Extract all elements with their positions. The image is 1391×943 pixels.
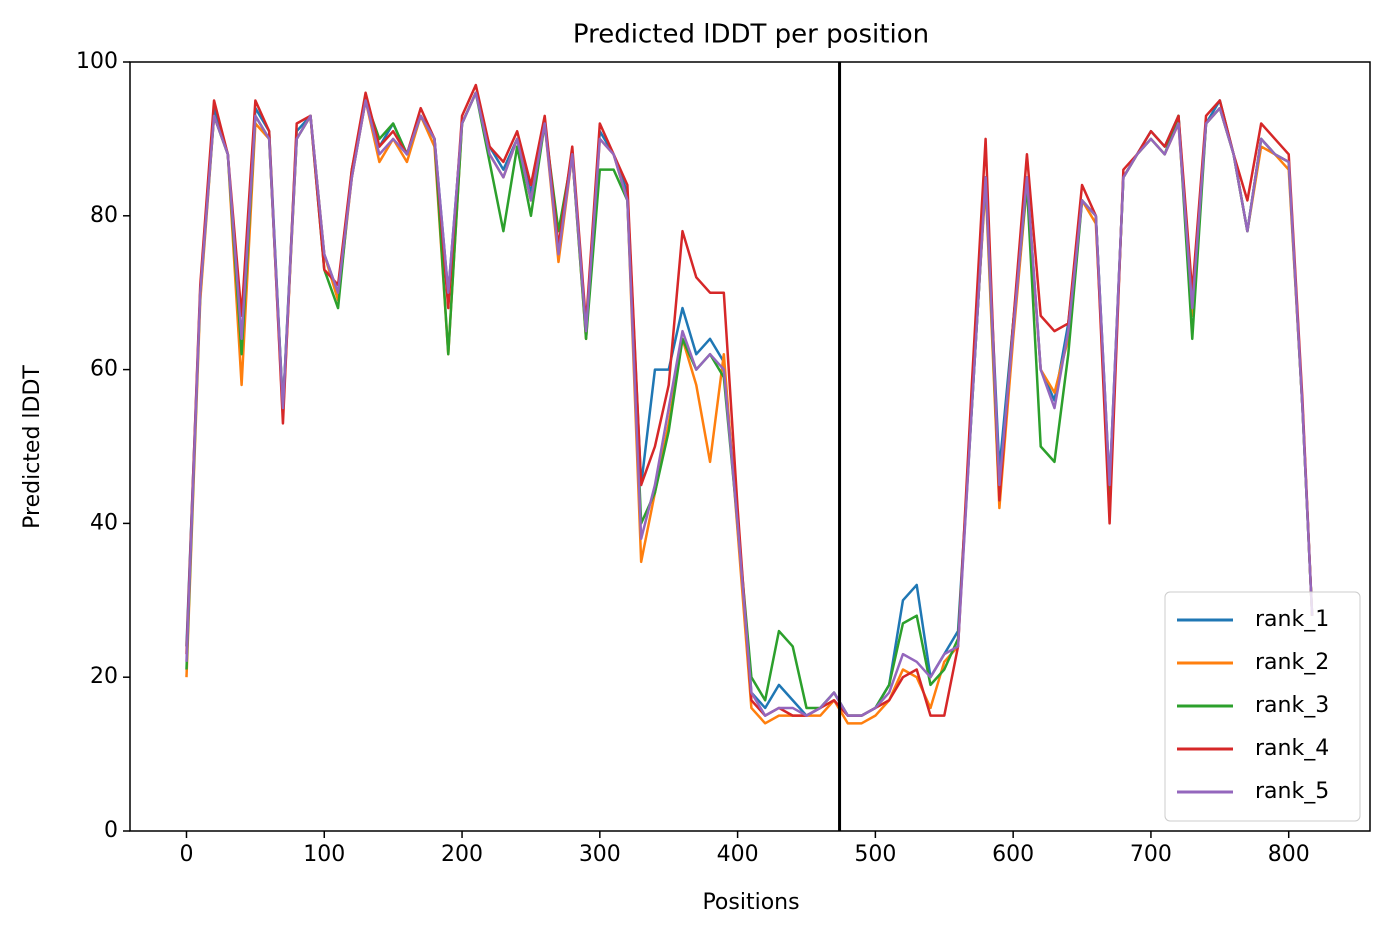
legend-label: rank_2 xyxy=(1255,650,1329,675)
chart-title: Predicted lDDT per position xyxy=(573,20,929,50)
y-tick-label: 20 xyxy=(90,664,118,689)
series-line xyxy=(185,83,1314,717)
y-axis-label: Predicted lDDT xyxy=(20,365,45,529)
y-tick-label: 100 xyxy=(76,49,118,74)
series-line xyxy=(185,91,1314,725)
y-tick-label: 60 xyxy=(90,357,118,382)
x-tick-label: 600 xyxy=(992,842,1034,867)
x-tick-label: 300 xyxy=(579,842,621,867)
x-tick-label: 500 xyxy=(854,842,896,867)
series-line xyxy=(185,91,1314,717)
legend-label: rank_1 xyxy=(1255,607,1329,632)
x-tick-label: 200 xyxy=(441,842,483,867)
y-tick-label: 0 xyxy=(104,818,118,843)
y-tick-label: 40 xyxy=(90,510,118,535)
series-line xyxy=(185,91,1314,717)
x-tick-label: 700 xyxy=(1130,842,1172,867)
series-line xyxy=(185,91,1314,717)
legend-label: rank_5 xyxy=(1255,779,1329,804)
x-tick-label: 800 xyxy=(1268,842,1310,867)
x-axis-label: Positions xyxy=(702,890,799,915)
x-tick-label: 100 xyxy=(303,842,345,867)
legend-label: rank_3 xyxy=(1255,693,1329,718)
x-tick-label: 400 xyxy=(717,842,759,867)
plot-frame xyxy=(129,61,1371,832)
y-tick-label: 80 xyxy=(90,203,118,228)
legend-box xyxy=(1164,591,1361,822)
x-tick-label: 0 xyxy=(179,842,193,867)
legend-label: rank_4 xyxy=(1255,736,1329,761)
